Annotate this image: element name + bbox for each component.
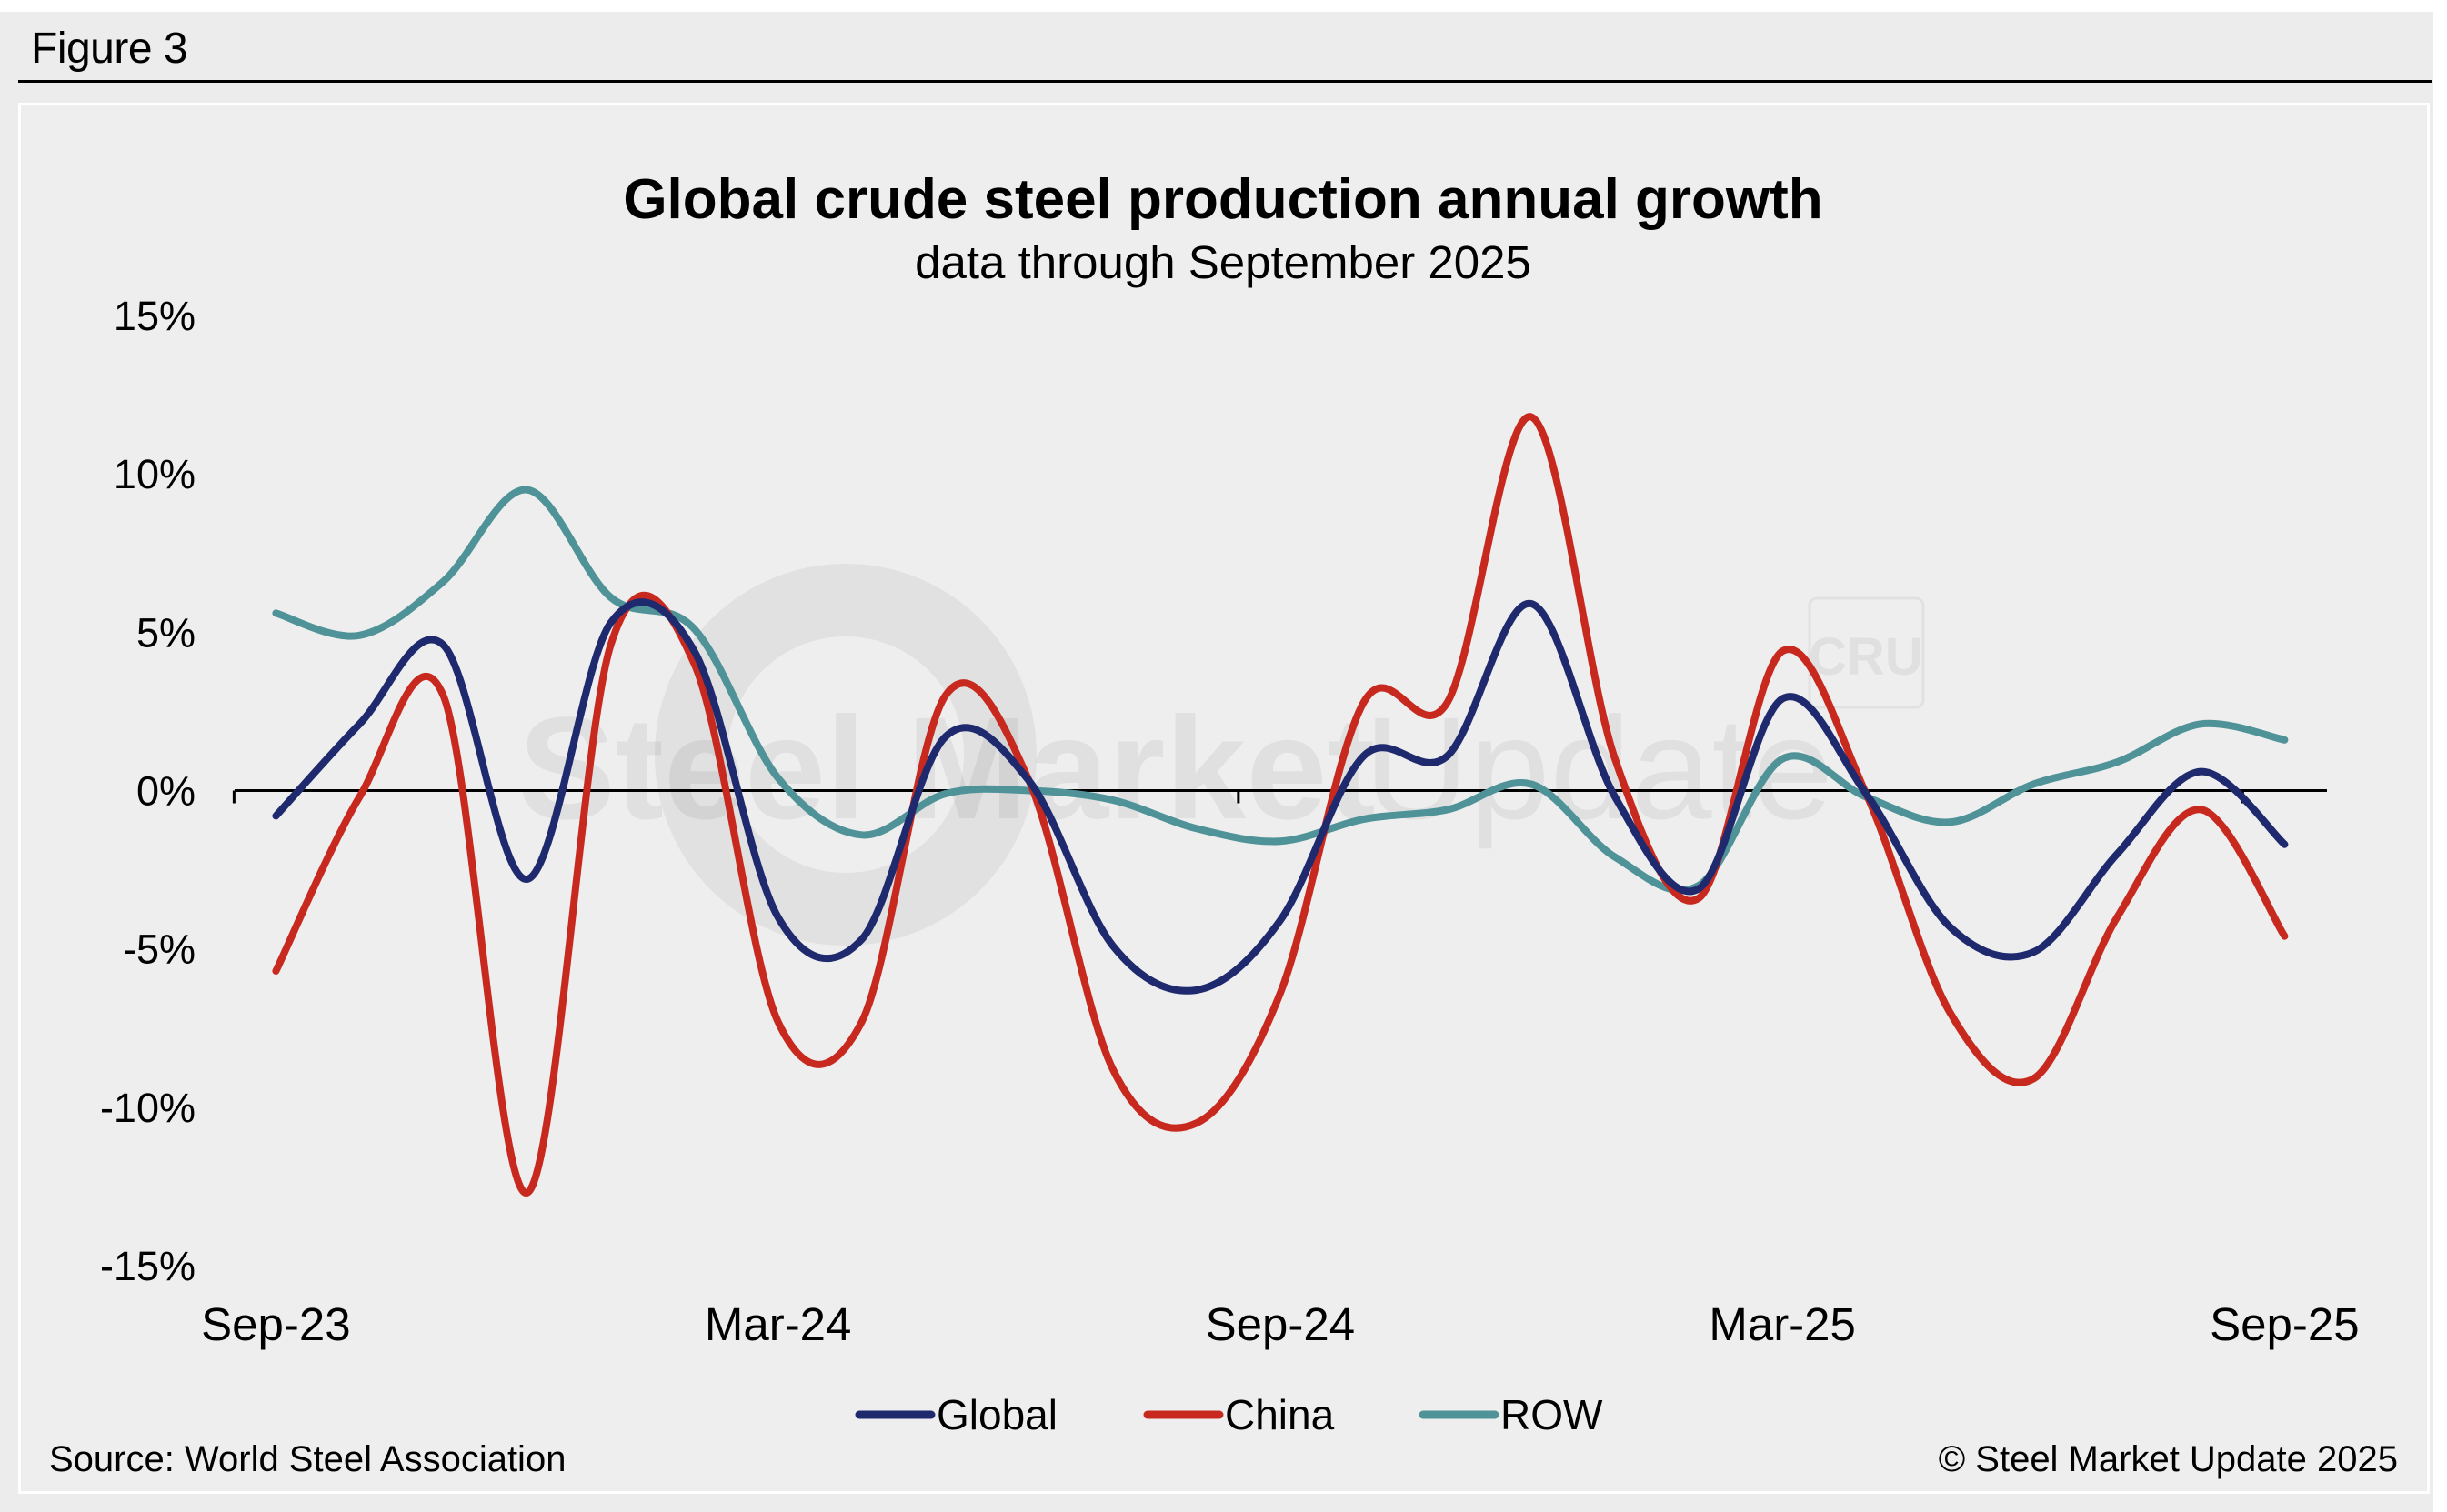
x-tick-label: Sep-23: [201, 1298, 350, 1350]
chart-panel: [18, 103, 2430, 1494]
y-tick-label: 0%: [136, 768, 196, 815]
y-tick-label: -5%: [123, 926, 196, 973]
series-line-global: [272, 598, 2289, 995]
chart-subtitle: data through September 2025: [915, 236, 1531, 288]
x-tick-label: Sep-24: [1206, 1298, 1355, 1350]
legend-item-row[interactable]: ROW: [1419, 1391, 1603, 1438]
y-tick-label: 5%: [136, 609, 196, 656]
figure-label: Figure 3: [31, 25, 188, 73]
legend-item-global[interactable]: Global: [855, 1391, 1058, 1438]
y-axis: 15% 10% 5% 0% -5% -10% -15%: [100, 293, 196, 1289]
legend-item-china[interactable]: China: [1143, 1391, 1335, 1438]
series-lines: [272, 413, 2289, 1197]
watermark-logo-ring: [655, 564, 1037, 946]
watermark-badge-box: [1808, 596, 1925, 709]
y-tick-label: 15%: [114, 293, 196, 339]
legend: Global China ROW: [855, 1391, 1603, 1438]
watermark-text-bold: Steel Market: [518, 686, 1376, 849]
copyright-note: © Steel Market Update 2025: [1939, 1439, 2398, 1479]
source-note: Source: World Steel Association: [49, 1439, 566, 1479]
y-tick-label: -10%: [100, 1085, 196, 1131]
header-rule: [18, 80, 2432, 83]
legend-label-row: ROW: [1500, 1391, 1603, 1438]
x-tick-label: Mar-24: [705, 1298, 852, 1350]
x-tick-label: Sep-25: [2210, 1298, 2359, 1350]
legend-label-global: Global: [937, 1391, 1058, 1438]
y-tick-label: 10%: [114, 451, 196, 497]
x-tick-label: Mar-25: [1709, 1298, 1856, 1350]
watermark-badge-text: CRU: [1809, 627, 1923, 686]
y-tick-label: -15%: [100, 1243, 196, 1289]
chart-title: Global crude steel production annual gro…: [623, 168, 1822, 231]
series-line-row: [272, 486, 2289, 895]
legend-label-china: China: [1225, 1391, 1335, 1438]
x-axis: Sep-23 Mar-24 Sep-24 Mar-25 Sep-25: [201, 1298, 2359, 1350]
series-line-china: [272, 413, 2289, 1197]
